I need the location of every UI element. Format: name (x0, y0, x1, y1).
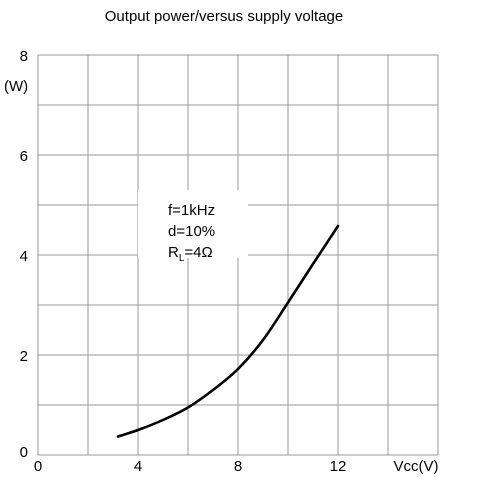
y-axis-label: (W) (4, 78, 28, 95)
annotation-distortion: d=10% (168, 223, 215, 240)
series-layer (116, 224, 340, 438)
x-tick-label: 0 (34, 458, 42, 475)
series-line (116, 224, 340, 438)
tick-labels: 0 4 8 12 0 2 4 6 8 (20, 48, 347, 475)
y-tick-label: 2 (20, 348, 28, 365)
chart-title: Output power/versus supply voltage (105, 8, 343, 25)
x-tick-label: 4 (134, 458, 142, 475)
x-axis-label: Vcc(V) (394, 458, 439, 475)
x-tick-label: 8 (234, 458, 242, 475)
x-tick-label: 12 (330, 458, 347, 475)
annotation-load: RL=4Ω (168, 244, 213, 264)
y-tick-label: 0 (20, 444, 28, 461)
y-tick-label: 6 (20, 148, 28, 165)
y-tick-label: 8 (20, 48, 28, 65)
annotation-frequency: f=1kHz (168, 202, 215, 219)
annotation: f=1kHz d=10% RL=4Ω (168, 202, 215, 264)
annotation-background (138, 190, 248, 258)
y-tick-label: 4 (20, 248, 28, 265)
